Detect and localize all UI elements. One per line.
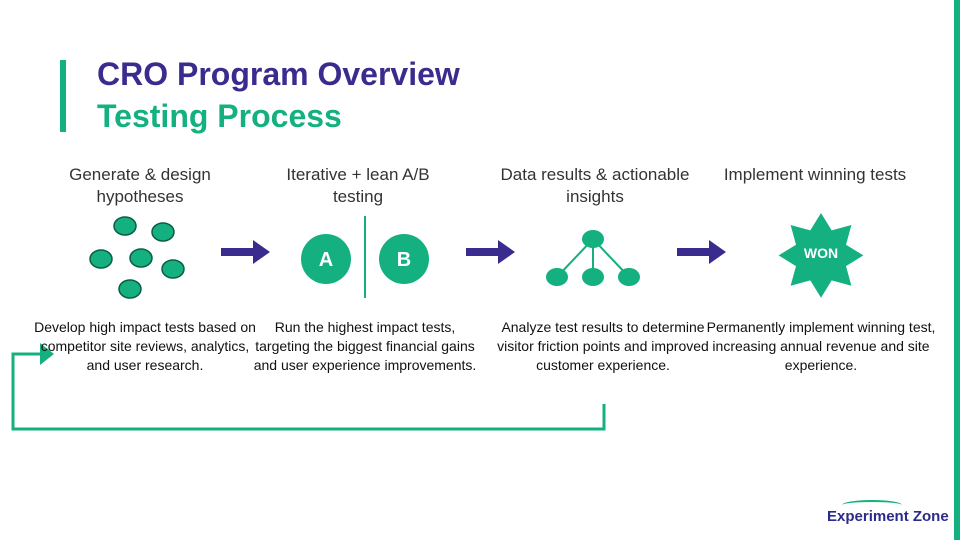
step-3-title: Data results & actionable insights [500, 165, 690, 206]
step-4-description: Permanently implement winning test, incr… [706, 319, 936, 373]
brand-logo: Experiment Zone [827, 508, 949, 525]
right-accent-bar [954, 0, 960, 540]
step-1-description: Develop high impact tests based on compe… [34, 319, 256, 373]
arrow-right-icon [677, 240, 726, 264]
step-3-description: Analyze test results to determine visito… [497, 319, 709, 373]
step-1-title: Generate & design hypotheses [69, 165, 211, 206]
ideas-cluster-icon [89, 216, 185, 299]
brand-logo-swoosh [842, 500, 902, 510]
feedback-loop-arrowhead [40, 343, 54, 365]
won-label: WON [804, 245, 838, 261]
arrow-right-icon [221, 240, 270, 264]
ab-test-icon: A B [301, 216, 429, 298]
hierarchy-tree-icon [546, 230, 640, 286]
step-4-title: Implement winning tests [723, 165, 907, 184]
feedback-loop-line [11, 352, 606, 431]
arrow-right-icon [466, 240, 515, 264]
badge-b-label: B [397, 249, 411, 271]
title-accent-bar [60, 60, 66, 132]
page-subtitle: Testing Process [97, 98, 342, 134]
step-2-description: Run the highest impact tests, targeting … [253, 319, 477, 373]
won-starburst-icon: WON [778, 213, 864, 298]
page-title: CRO Program Overview [97, 56, 460, 92]
badge-a-label: A [319, 249, 333, 271]
step-2-title: Iterative + lean A/B testing [286, 165, 430, 206]
